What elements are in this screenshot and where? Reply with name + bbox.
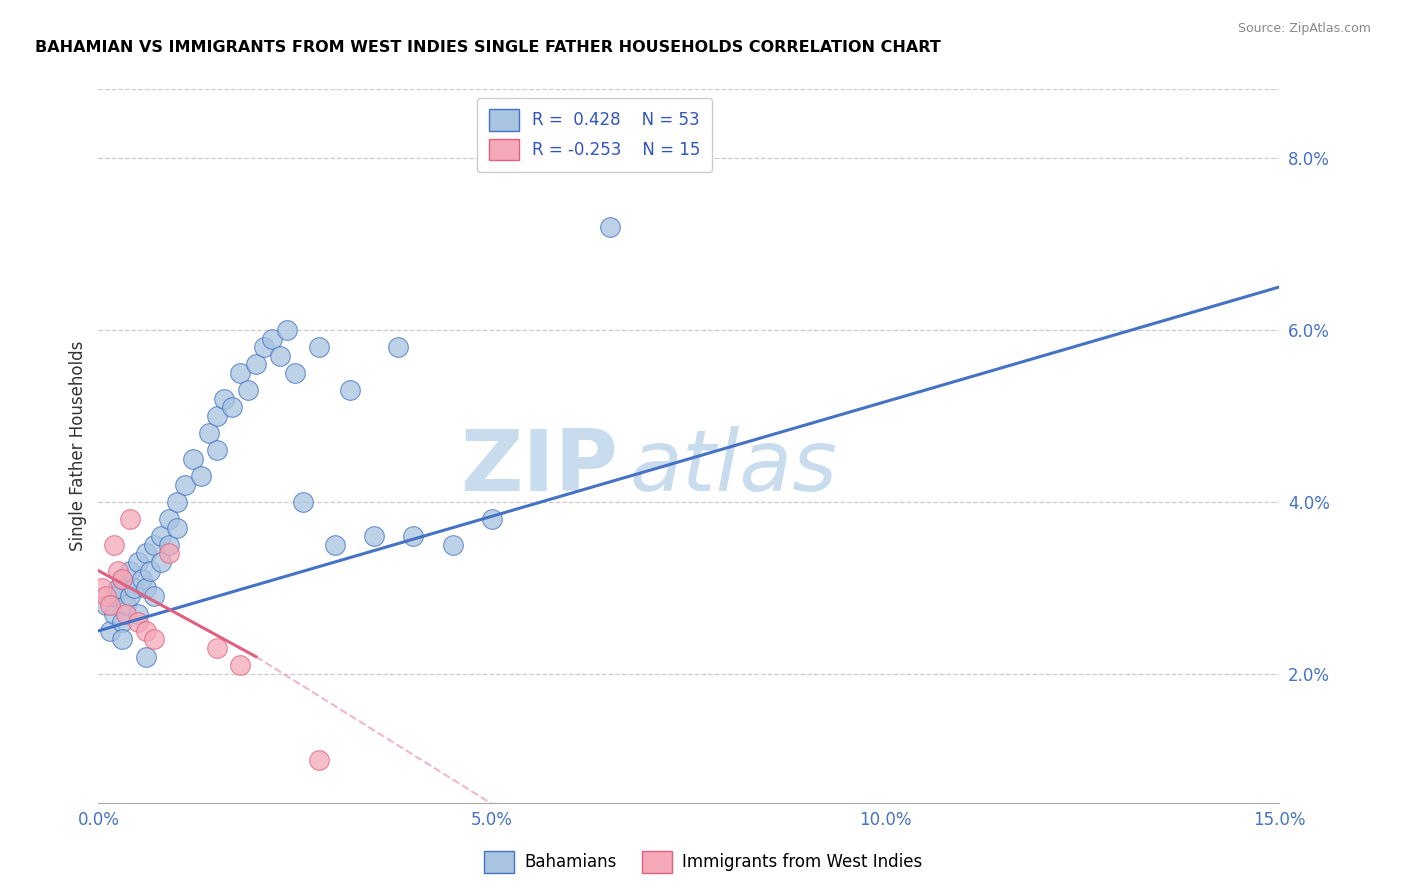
Point (221, 401, 243, 415)
Point (323, 538, 346, 552)
Point (481, 512, 503, 526)
Point (292, 495, 315, 509)
Point (138, 564, 160, 578)
Point (118, 512, 141, 526)
Point (118, 564, 141, 578)
Point (118, 590, 141, 604)
Point (276, 323, 298, 337)
Point (229, 658, 252, 673)
Point (135, 581, 157, 595)
Point (157, 538, 180, 552)
Point (387, 340, 409, 354)
Point (181, 451, 204, 466)
Point (441, 538, 464, 552)
Point (260, 332, 283, 346)
Point (205, 641, 228, 656)
Point (599, 219, 621, 234)
Point (142, 538, 165, 552)
Text: atlas: atlas (630, 425, 838, 509)
Point (127, 555, 149, 569)
Point (308, 340, 330, 354)
Point (96, 598, 118, 612)
Y-axis label: Single Father Households: Single Father Households (69, 341, 87, 551)
Point (150, 555, 173, 569)
Point (122, 581, 145, 595)
Point (107, 581, 129, 595)
Point (107, 564, 129, 578)
Point (115, 607, 138, 621)
Point (103, 607, 125, 621)
Point (229, 366, 252, 380)
Point (135, 649, 157, 664)
Point (174, 477, 197, 491)
Legend: Bahamians, Immigrants from West Indies: Bahamians, Immigrants from West Indies (478, 845, 928, 880)
Point (103, 590, 125, 604)
Point (253, 340, 276, 354)
Point (115, 598, 138, 612)
Text: ZIP: ZIP (460, 425, 619, 509)
Point (214, 392, 236, 406)
Point (135, 624, 157, 638)
Point (98, 624, 121, 638)
Point (111, 572, 134, 586)
Point (91, 581, 114, 595)
Point (142, 590, 165, 604)
Legend: R =  0.428    N = 53, R = -0.253    N = 15: R = 0.428 N = 53, R = -0.253 N = 15 (477, 97, 711, 172)
Point (111, 632, 134, 647)
Point (363, 529, 385, 543)
Point (308, 753, 330, 767)
Point (166, 495, 188, 509)
Point (103, 538, 125, 552)
Point (197, 426, 219, 441)
Point (157, 512, 180, 526)
Point (111, 572, 134, 586)
Text: BAHAMIAN VS IMMIGRANTS FROM WEST INDIES SINGLE FATHER HOUSEHOLDS CORRELATION CHA: BAHAMIAN VS IMMIGRANTS FROM WEST INDIES … (35, 40, 941, 55)
Text: Source: ZipAtlas.com: Source: ZipAtlas.com (1237, 22, 1371, 36)
Point (236, 383, 259, 397)
Point (142, 632, 165, 647)
Point (157, 546, 180, 560)
Point (111, 615, 134, 630)
Point (127, 607, 149, 621)
Point (131, 572, 153, 586)
Point (190, 469, 212, 483)
Point (245, 357, 267, 371)
Point (284, 366, 307, 380)
Point (135, 546, 157, 560)
Point (269, 349, 291, 363)
Point (127, 615, 149, 630)
Point (205, 443, 228, 458)
Point (150, 529, 173, 543)
Point (96, 590, 118, 604)
Point (205, 409, 228, 423)
Point (402, 529, 425, 543)
Point (166, 521, 188, 535)
Point (98, 598, 121, 612)
Point (339, 383, 361, 397)
